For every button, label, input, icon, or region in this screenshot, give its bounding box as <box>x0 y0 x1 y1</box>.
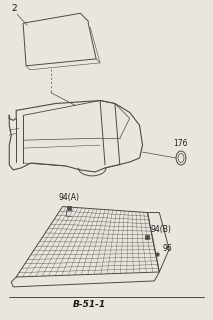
Text: 96: 96 <box>162 244 172 253</box>
Text: B-51-1: B-51-1 <box>72 300 106 309</box>
Text: 2: 2 <box>11 4 17 13</box>
Text: 94(B): 94(B) <box>150 225 171 234</box>
Text: 176: 176 <box>173 139 188 148</box>
Text: 94(A): 94(A) <box>59 193 80 202</box>
